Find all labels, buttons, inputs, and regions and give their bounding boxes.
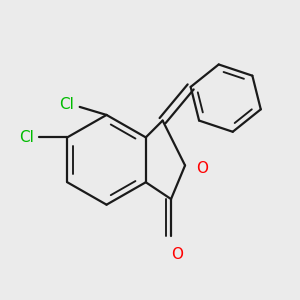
Text: O: O: [171, 247, 183, 262]
Text: Cl: Cl: [19, 130, 34, 145]
Text: O: O: [196, 161, 208, 176]
Text: Cl: Cl: [59, 97, 74, 112]
